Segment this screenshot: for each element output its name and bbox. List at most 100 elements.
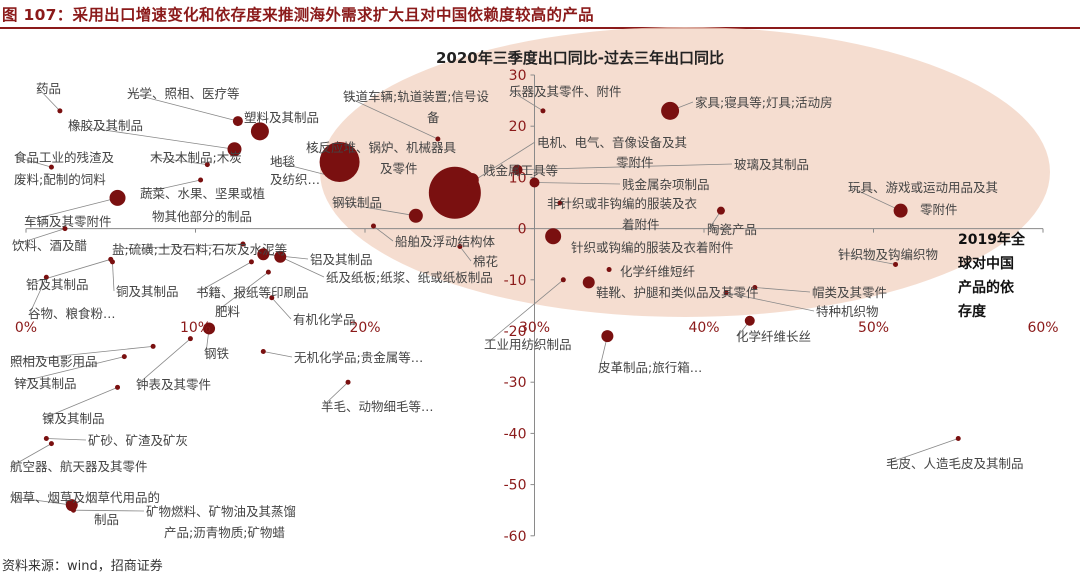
data-point (529, 177, 540, 188)
point-label: 矿物燃料、矿物油及其蒸馏 (146, 504, 296, 519)
point-label: 针织物及钩编织物 (838, 247, 938, 262)
leader-line (510, 90, 544, 112)
highlight-layer (320, 27, 1050, 317)
point-label: 零附件 (616, 155, 654, 170)
y-tick-label: -30 (504, 375, 527, 391)
data-point (227, 142, 242, 157)
data-point (48, 164, 54, 170)
data-point (198, 177, 204, 183)
leader-line (887, 438, 959, 464)
point-label: 羊毛、动物细毛等… (321, 399, 434, 414)
data-point (62, 226, 68, 232)
leader-line (849, 186, 901, 212)
leader-line (128, 92, 238, 122)
data-point (260, 348, 266, 354)
x-tick-label: 10% (180, 320, 211, 336)
y-tick-label: 30 (509, 68, 527, 84)
data-point (370, 223, 376, 229)
y-tick-label: -20 (504, 324, 527, 340)
point-label: 鞋靴、护腿和类似品及其零件 (596, 285, 759, 300)
data-point (545, 228, 562, 245)
point-label: 光学、照相、医疗等 (127, 86, 240, 101)
point-label: 及零件 (380, 161, 418, 176)
data-point (115, 384, 121, 390)
leader-line (333, 201, 416, 217)
leader-line (15, 156, 52, 168)
x-tick-label: 40% (688, 320, 719, 336)
data-point (204, 162, 210, 168)
leader-line (459, 246, 472, 262)
title-rule (0, 27, 1080, 29)
leader-line (69, 124, 235, 150)
point-label: 车辆及其零附件 (24, 214, 112, 229)
leader-line (11, 443, 52, 467)
leader-line (27, 258, 111, 285)
leader-line (517, 163, 733, 171)
data-point (43, 274, 49, 280)
point-label: 航空器、航天器及其零件 (10, 459, 148, 474)
data-point (408, 208, 423, 223)
y-tick-label: -10 (504, 273, 527, 289)
data-point (70, 507, 76, 513)
point-label: 照相及电影用品 (10, 354, 98, 369)
data-point (540, 108, 546, 114)
leader-line (280, 256, 325, 278)
point-label: 铅及其制品 (26, 277, 89, 292)
data-point (48, 441, 54, 447)
leader-line (13, 228, 66, 246)
points-layer (43, 101, 961, 513)
data-point (319, 142, 360, 183)
point-label: 制品 (94, 512, 119, 527)
point-label: 零附件 (920, 202, 958, 217)
data-point (257, 248, 270, 261)
point-label: 皮革制品;旅行箱… (598, 360, 702, 375)
y-tick-label: -40 (504, 426, 527, 442)
point-label: 橡胶及其制品 (68, 118, 143, 133)
data-point (274, 250, 287, 263)
point-label: 船舶及浮动结构体 (395, 234, 496, 249)
leader-line (112, 261, 115, 292)
leader-line (534, 182, 621, 185)
point-label: 陶瓷产品 (707, 222, 757, 237)
leader-line (29, 277, 47, 314)
leader-line (322, 381, 349, 407)
point-label: 乐器及其零件、附件 (509, 84, 622, 99)
leader-line (373, 225, 394, 242)
y-tick-label: 0 (518, 222, 527, 238)
point-label: 棉花 (473, 254, 498, 269)
data-point (560, 277, 566, 283)
data-point (43, 436, 49, 442)
data-point (232, 116, 243, 127)
highlight-ellipse (320, 27, 1050, 317)
data-point (464, 172, 479, 187)
point-label: 毛皮、人造毛皮及其制品 (886, 456, 1024, 471)
point-label: 钢铁 (204, 346, 230, 361)
point-label: 非针织或非钩编的服装及衣 (547, 196, 698, 211)
point-label: 铁道车辆;轨道装置;信号设 (343, 89, 489, 104)
point-label: 矿砂、矿渣及矿灰 (88, 433, 188, 448)
x-axis-title: 2019年全球对中国产品的依存度 (958, 231, 1026, 320)
leader-line (485, 279, 564, 345)
leader-line (263, 351, 293, 358)
x-tick-label: 20% (349, 320, 380, 336)
data-point (109, 189, 126, 206)
figure-header: 图 107：采用出口增速变化和依存度来推测海外需求扩大且对中国依赖度较高的产品 (0, 0, 1080, 29)
data-point (752, 284, 758, 290)
point-label: 帽类及其零件 (812, 285, 887, 300)
point-label: 钟表及其零件 (136, 377, 211, 392)
leader-line (197, 261, 252, 293)
point-label: 谷物、粮食粉… (28, 306, 116, 321)
leader-line (11, 496, 72, 506)
leader-line (25, 197, 118, 222)
data-point (250, 122, 269, 141)
point-label: 核反应堆、锅炉、机械器具 (306, 140, 457, 155)
point-label: 工业用纺织制品 (484, 337, 572, 352)
point-label: 针织或钩编的服装及衣着附件 (571, 240, 734, 255)
leader-line (271, 297, 292, 320)
y-tick-label: 20 (509, 119, 527, 135)
point-label: 家具;寝具等;灯具;活动房 (695, 95, 833, 110)
point-label: 书籍、报纸等印刷品 (196, 285, 309, 300)
leader-line (344, 95, 439, 140)
data-point (203, 322, 216, 335)
